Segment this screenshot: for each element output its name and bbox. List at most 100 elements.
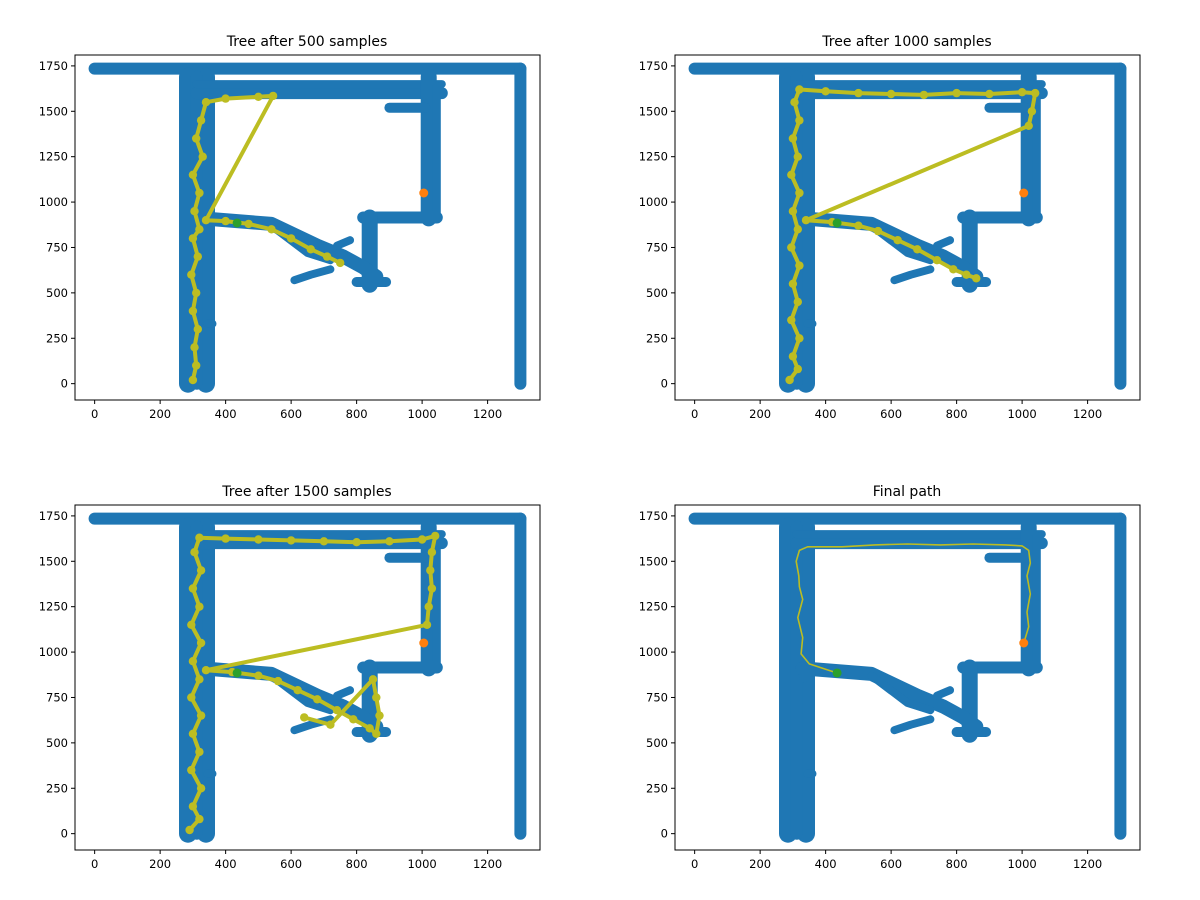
tree-node-point [952, 88, 961, 98]
tree-node-point [326, 720, 335, 729]
y-tick-label: 0 [61, 827, 68, 841]
tree-node-point [195, 814, 204, 824]
tree-node-point [221, 534, 230, 543]
subplot-tree-500: Tree after 500 samples 0 200 400 600 800 1000… [39, 34, 541, 421]
tree-node-point [375, 711, 384, 720]
tree-node-point [793, 297, 802, 307]
x-tick-label: 1000 [1007, 407, 1036, 421]
tree-node-point [201, 666, 211, 675]
y-tick-label: 0 [661, 377, 668, 391]
tree-node-point [306, 245, 315, 254]
y-tick-label: 1750 [39, 509, 68, 523]
y-tick-label: 1750 [639, 59, 668, 73]
y-tick-label: 1000 [639, 645, 668, 659]
tree-node-point [854, 88, 863, 98]
y-tick-label: 0 [661, 827, 668, 841]
tree-node-point [196, 638, 206, 648]
axes-frame [74, 504, 541, 851]
tree-node-point [195, 225, 204, 234]
start-point [232, 218, 242, 228]
y-tick-label: 1500 [39, 554, 68, 568]
tree-node-point [787, 170, 796, 179]
y-tick-label: 1750 [39, 59, 68, 73]
start-point [832, 668, 842, 678]
tree-node-point [196, 784, 206, 793]
tree-edges [189, 93, 343, 382]
map-segment [195, 211, 384, 284]
x-tick-label: 1200 [1073, 857, 1102, 871]
x-tick-label: 600 [880, 407, 902, 421]
tree-node-point [949, 265, 958, 274]
tree-node-point [787, 315, 796, 325]
tree-node-point [1031, 88, 1040, 98]
plot-area [88, 512, 527, 843]
x-tick-label: 0 [691, 857, 698, 871]
plot-area [688, 512, 1127, 843]
tree-node-point [795, 334, 804, 343]
tree-node-point [195, 188, 204, 198]
tree-node-point [1017, 88, 1027, 97]
y-tick-label: 250 [46, 781, 68, 795]
tree-node-point [349, 715, 358, 724]
map-segment [799, 661, 815, 683]
tree-node-point [368, 675, 378, 684]
tree-node-point [793, 225, 802, 234]
tree-node-point [254, 92, 263, 102]
tree-node-point [788, 134, 798, 143]
map-segment [333, 686, 355, 700]
tree-node-point [319, 537, 329, 546]
y-tick-label: 1000 [39, 645, 68, 659]
start-point [232, 668, 242, 678]
tree-edges [187, 533, 438, 832]
tree-node-point [187, 620, 196, 629]
tree-node-point [196, 711, 206, 720]
tree-node-point [417, 535, 427, 544]
tree-node-point [793, 152, 802, 161]
y-tick-label: 250 [646, 331, 668, 345]
tree-node-point [188, 802, 198, 811]
tree-node-point [1024, 121, 1033, 130]
tree-node-point [196, 116, 206, 125]
y-tick-label: 1000 [39, 195, 68, 209]
x-tick-label: 800 [946, 407, 968, 421]
map-segment [933, 236, 955, 250]
tree-edges [787, 87, 1038, 382]
tree-node-point [873, 226, 883, 236]
goal-point [1019, 638, 1029, 648]
goal-point [419, 188, 429, 198]
tree-node-point [352, 538, 361, 547]
x-tick-label: 0 [91, 857, 98, 871]
tree-node-point [195, 533, 204, 542]
y-tick-label: 0 [61, 377, 68, 391]
tree-node-point [185, 825, 194, 835]
tree-node-point [424, 602, 433, 611]
y-tick-label: 1250 [39, 600, 68, 614]
tree-node-point [201, 216, 211, 225]
tree-node-point [244, 219, 253, 229]
tree-node-point [795, 116, 804, 125]
x-tick-label: 0 [91, 407, 98, 421]
x-tick-label: 400 [815, 857, 837, 871]
tree-node-point [365, 724, 374, 733]
tree-node-point [193, 252, 202, 261]
tree-node-point [427, 548, 437, 557]
tree-node-point [192, 361, 201, 370]
x-tick-label: 800 [346, 857, 368, 871]
tree-node-point [254, 671, 263, 680]
x-tick-label: 800 [946, 857, 968, 871]
y-tick-label: 750 [646, 690, 668, 704]
tree-node-point [221, 216, 230, 226]
subplot-final-path: Final path 0 200 400 600 800 1000 1200 0 250 500 7… [639, 484, 1141, 871]
tree-node-point [190, 548, 199, 557]
tree-node-point [913, 245, 922, 254]
y-tick-label: 750 [46, 690, 68, 704]
x-tick-label: 1000 [1007, 857, 1036, 871]
map-segment [867, 671, 935, 715]
tree-node-point [821, 87, 830, 96]
axes-frame [74, 54, 541, 401]
x-tick-label: 400 [215, 857, 237, 871]
y-tick-label: 1000 [639, 195, 668, 209]
tree-node-point [985, 89, 994, 99]
tree-node-point [300, 713, 309, 722]
